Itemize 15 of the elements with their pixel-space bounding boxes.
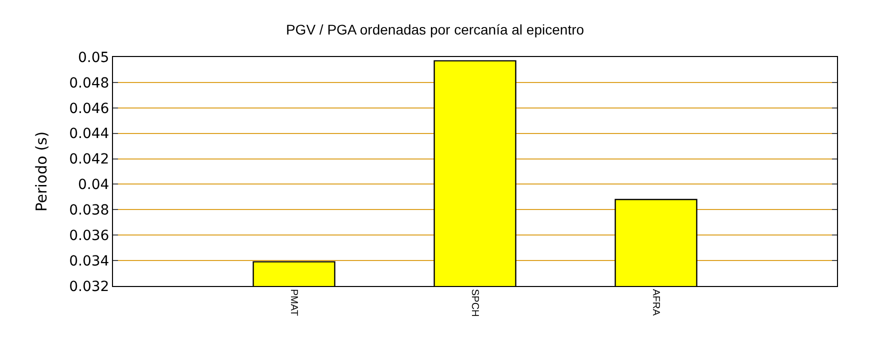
chart-title: PGV / PGA ordenadas por cercanía al epicentro [286, 21, 584, 38]
y-tick-label: 0.032 [69, 278, 110, 295]
y-tick-label: 0.05 [78, 50, 110, 66]
x-tick-label: PMAT [288, 289, 299, 316]
y-axis-title: Periodo (s) [32, 131, 50, 212]
x-tick-label: AFRA [650, 289, 661, 316]
y-tick-label: 0.046 [69, 100, 110, 117]
y-tick-label: 0.048 [69, 75, 110, 92]
y-tick-label: 0.036 [69, 228, 110, 244]
y-tick-label: 0.04 [78, 177, 110, 194]
x-tick-label: SPCH [468, 289, 480, 317]
y-tick-label: 0.044 [69, 126, 110, 142]
y-tick-label: 0.034 [69, 253, 110, 270]
y-tick-label: 0.038 [69, 202, 110, 219]
y-tick-label: 0.042 [69, 152, 110, 168]
